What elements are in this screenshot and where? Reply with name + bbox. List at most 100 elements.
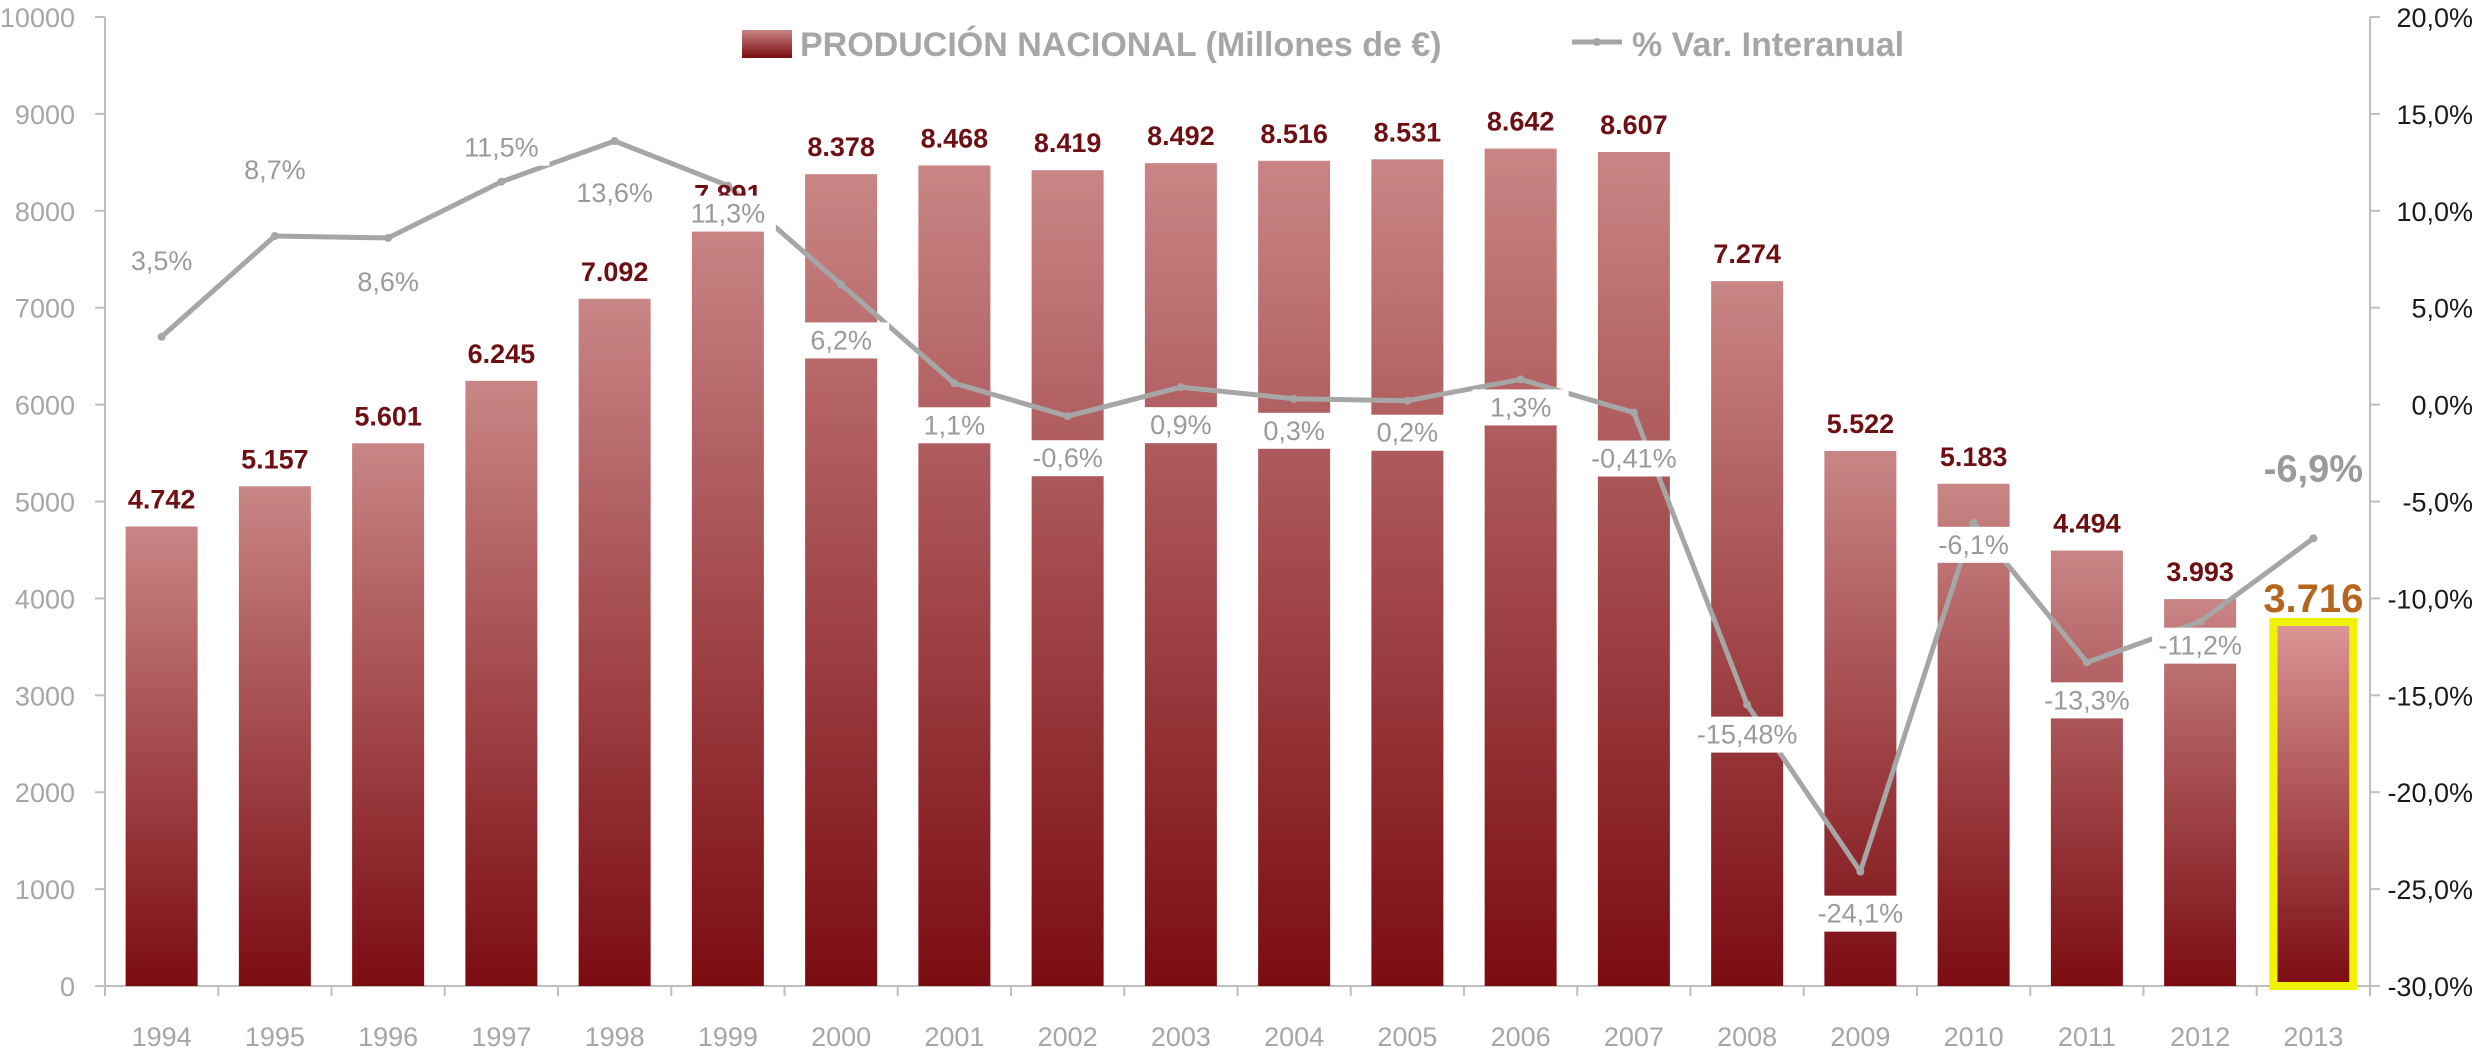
pct-value-label: -24,1% [1818, 899, 1904, 929]
line-point [723, 181, 732, 190]
bar-value-label: 5.183 [1940, 442, 2008, 472]
pct-value-label: -11,2% [2158, 631, 2242, 661]
line-point [1856, 867, 1865, 876]
line-point [2082, 658, 2091, 667]
bar [352, 443, 425, 987]
line-point [1629, 408, 1638, 417]
pct-label-bg [340, 263, 437, 300]
y-right-tick-label: 0,0% [2411, 391, 2473, 421]
pct-value-label: 1,1% [924, 410, 986, 440]
bar [691, 221, 764, 986]
pct-value-label: 6,2% [810, 325, 872, 355]
bar [2050, 550, 2123, 986]
bar [1937, 483, 2010, 986]
pct-value-label: 11,5% [464, 133, 539, 163]
bar [1031, 170, 1104, 986]
bar-highlight-frame [2269, 617, 2358, 991]
line-point [950, 379, 959, 388]
bar [578, 298, 651, 987]
line-point [1969, 518, 1978, 527]
bar [2277, 625, 2350, 986]
bar-value-label: 8.607 [1600, 110, 1668, 140]
pct-label-bg [793, 322, 890, 359]
line-point [1176, 383, 1185, 392]
line-point [1743, 700, 1752, 709]
pct-value-label: 13,6% [576, 178, 653, 208]
y-right-tick-label: -30,0% [2387, 972, 2473, 1002]
line-point [497, 177, 506, 186]
line-point [270, 231, 279, 240]
variation-line [157, 137, 2318, 876]
bars [125, 148, 2358, 991]
pct-label-bg [113, 242, 210, 279]
y-left-tick-label: 1000 [15, 875, 75, 905]
line-point [157, 332, 166, 341]
x-tick-label: 2005 [1377, 1022, 1437, 1052]
line-point [837, 280, 846, 289]
pct-label-bg [1359, 414, 1456, 451]
pct-label-bg [566, 175, 663, 212]
x-tick-label: 1995 [245, 1022, 305, 1052]
pct-label-bg [1246, 412, 1343, 449]
pct-label-bg [1472, 389, 1569, 426]
bar-value-label: 8.468 [921, 123, 989, 153]
y-left-tick-label: 0 [60, 972, 75, 1002]
x-tick-label: 2009 [1830, 1022, 1890, 1052]
x-tick-label: 2012 [2170, 1022, 2230, 1052]
y-left-tick-label: 5000 [15, 488, 75, 518]
line-point [384, 233, 393, 242]
y-left-tick-label: 10000 [0, 3, 75, 33]
bar-value-label: 3.993 [2166, 557, 2234, 587]
line-point [1403, 396, 1412, 405]
pct-label-bg [1132, 407, 1229, 444]
x-tick-label: 1998 [585, 1022, 645, 1052]
y-left-tick-label: 6000 [15, 391, 75, 421]
x-tick-label: 1994 [132, 1022, 192, 1052]
pct-value-label: -15,48% [1697, 720, 1798, 750]
y-left-tick-label: 3000 [15, 681, 75, 711]
line-point [1516, 375, 1525, 384]
y-right-tick-label: -10,0% [2387, 584, 2473, 614]
line-point [2309, 534, 2318, 543]
pct-value-label: -0,6% [1032, 443, 1103, 473]
x-tick-label: 2011 [2058, 1022, 2116, 1052]
bar [465, 380, 538, 986]
bar-value-label: 5.601 [354, 401, 422, 431]
bar-value-label: 8.378 [807, 132, 875, 162]
bar-value-label: 5.157 [241, 444, 309, 474]
pct-label-bg [2038, 682, 2135, 719]
bar-value-label: 8.516 [1260, 119, 1328, 149]
bar-value-label: 8.642 [1487, 107, 1555, 137]
bar-value-label: 6.245 [468, 339, 536, 369]
y-right-tick-label: 20,0% [2396, 3, 2473, 33]
y-left-tick-label: 7000 [15, 294, 75, 324]
pct-value-label: -6,9% [2264, 448, 2363, 490]
bar [238, 486, 311, 986]
pct-value-label: -6,1% [1938, 530, 2009, 560]
bar [1144, 163, 1217, 987]
bar-value-label: 5.522 [1827, 409, 1895, 439]
line-point [610, 137, 619, 146]
y-left-tick-label: 9000 [15, 100, 75, 130]
bar [918, 165, 991, 986]
bar-value-label: 7.092 [581, 257, 649, 287]
x-tick-label: 2003 [1151, 1022, 1211, 1052]
y-right-tick-label: -20,0% [2387, 778, 2473, 808]
bar-value-label: 3.716 [2263, 577, 2363, 621]
pct-label-bg [2152, 627, 2249, 664]
legend-line-label: % Var. Interanual [1632, 26, 1904, 64]
x-tick-label: 1996 [358, 1022, 418, 1052]
pct-label-bg [906, 407, 1003, 444]
pct-value-label: 0,9% [1150, 410, 1212, 440]
bar-value-label: 8.531 [1374, 117, 1442, 147]
pct-label-bg [1925, 526, 2022, 563]
pct-label-bg [1699, 716, 1796, 753]
bar [1258, 160, 1331, 986]
pct-value-label: -0,41% [1591, 444, 1677, 474]
line-point [2196, 617, 2205, 626]
y-right-tick-label: 5,0% [2411, 294, 2473, 324]
bar [1597, 151, 1670, 987]
pct-value-label: -13,3% [2044, 685, 2130, 715]
